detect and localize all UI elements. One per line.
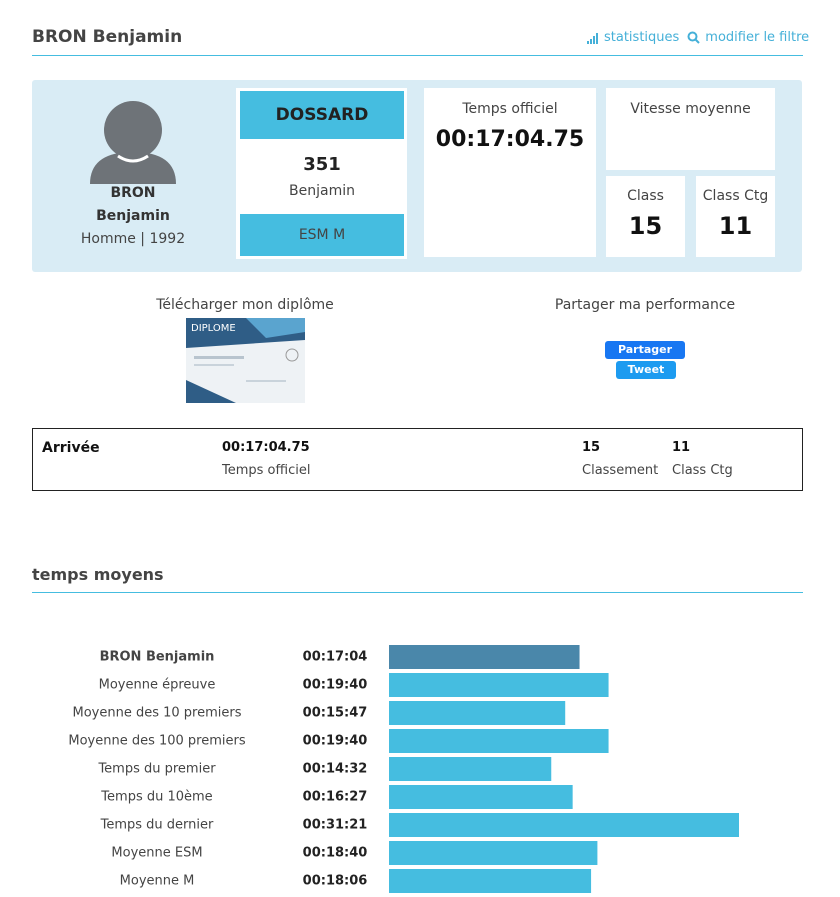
bar (389, 785, 573, 809)
dossard-category: ESM M (240, 214, 404, 256)
header-rule (32, 55, 803, 56)
header-links: statistiques modifier le filtre (586, 30, 809, 45)
bar (389, 645, 580, 669)
time-label: Temps officiel (462, 101, 558, 117)
bar (389, 701, 566, 725)
result-time: 00:17:04.75 (222, 440, 310, 455)
dossard-number: 351 (303, 154, 341, 175)
value-label: 00:14:32 (303, 762, 368, 777)
value-label: 00:31:21 (303, 818, 368, 833)
result-box (32, 428, 803, 491)
category-label: Temps du dernier (100, 818, 214, 833)
section-rule (32, 592, 803, 593)
bar (389, 673, 609, 697)
result-ctg: 11 (672, 440, 691, 455)
page-title: BRON Benjamin (32, 27, 183, 47)
result-label: Arrivée (42, 440, 100, 456)
section-title: temps moyens (32, 565, 164, 584)
value-label: 00:17:04 (303, 650, 368, 665)
value-label: 00:19:40 (303, 734, 368, 749)
category-label: BRON Benjamin (100, 650, 215, 665)
class-box (606, 176, 685, 257)
class-label: Class (627, 188, 664, 204)
diploma-label: Télécharger mon diplôme (156, 297, 334, 313)
value-label: 00:19:40 (303, 678, 368, 693)
time-value: 00:17:04.75 (435, 127, 585, 152)
class-ctg-box (696, 176, 775, 257)
result-time-label: Temps officiel (222, 463, 311, 478)
result-rank-label: Classement (582, 463, 659, 478)
first-name: Benjamin (96, 208, 170, 224)
category-label: Temps du 10ème (100, 790, 212, 805)
diploma-thumbnail[interactable]: DIPLOME (186, 318, 305, 403)
category-label: Moyenne ESM (111, 846, 202, 861)
stats-icon (587, 32, 598, 44)
search-icon (687, 31, 701, 44)
diploma-art (186, 318, 305, 403)
chart: BRON Benjamin 00:17:04 Moyenne épreuve 00:1… (68, 645, 739, 893)
avatar (90, 101, 176, 184)
category-label: Moyenne M (120, 874, 195, 889)
dossard-name: Benjamin (289, 183, 355, 199)
facebook-button[interactable]: Partager (605, 341, 685, 359)
bar (389, 757, 552, 781)
value-label: 00:18:40 (303, 846, 368, 861)
value-label: 00:16:27 (303, 790, 368, 805)
filter-link[interactable]: modifier le filtre (705, 30, 810, 45)
speed-box (606, 88, 775, 170)
time-box (424, 88, 596, 257)
tweet-button[interactable]: Tweet (616, 361, 676, 379)
result-rank: 15 (582, 440, 601, 455)
category-label: Moyenne épreuve (99, 678, 216, 693)
category-label: Moyenne des 100 premiers (68, 734, 245, 749)
stats-link[interactable]: statistiques (604, 30, 680, 45)
value-label: 00:18:06 (303, 874, 368, 889)
dossard-label: DOSSARD (240, 91, 404, 139)
bar (389, 841, 598, 865)
bar (389, 813, 739, 837)
profile-info: Homme | 1992 (80, 231, 186, 247)
category-label: Moyenne des 10 premiers (73, 706, 242, 721)
category-label: Temps du premier (97, 762, 216, 777)
class-ctg-value: 11 (718, 212, 753, 240)
class-value: 15 (628, 212, 663, 240)
result-ctg-label: Class Ctg (672, 463, 733, 478)
bar (389, 869, 592, 893)
speed-label: Vitesse moyenne (630, 101, 751, 117)
bar (389, 729, 609, 753)
share-label: Partager ma performance (554, 297, 736, 313)
value-label: 00:15:47 (303, 706, 368, 721)
class-ctg-label: Class Ctg (702, 188, 769, 204)
diploma-image-title: DIPLOME (191, 323, 236, 334)
last-name: BRON (110, 185, 156, 201)
